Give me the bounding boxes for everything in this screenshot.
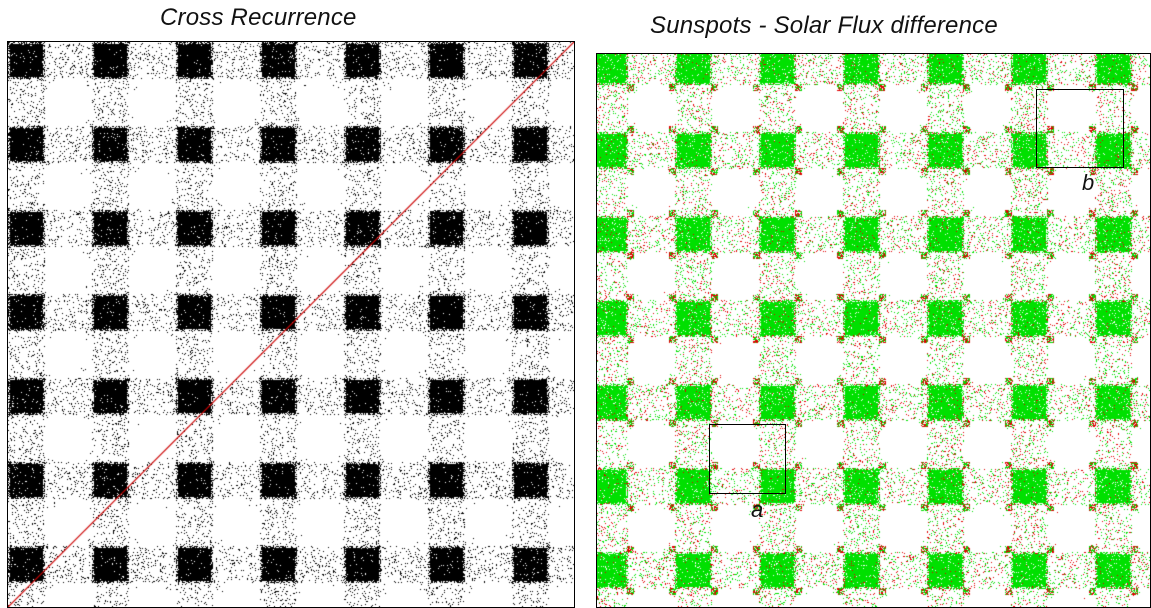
- difference-recurrence-pattern: [597, 54, 1150, 607]
- highlight-box-b: [1036, 89, 1124, 168]
- cross-recurrence-pattern: [8, 42, 574, 607]
- cross-recurrence-plot: [7, 41, 575, 608]
- difference-recurrence-plot: a b: [596, 53, 1151, 608]
- highlight-label-a: a: [751, 497, 764, 522]
- highlight-label-b: b: [1082, 170, 1095, 195]
- highlight-box-a: [709, 424, 786, 494]
- difference-plot-title: Sunspots - Solar Flux difference: [650, 12, 998, 39]
- cross-recurrence-title: Cross Recurrence: [160, 4, 357, 31]
